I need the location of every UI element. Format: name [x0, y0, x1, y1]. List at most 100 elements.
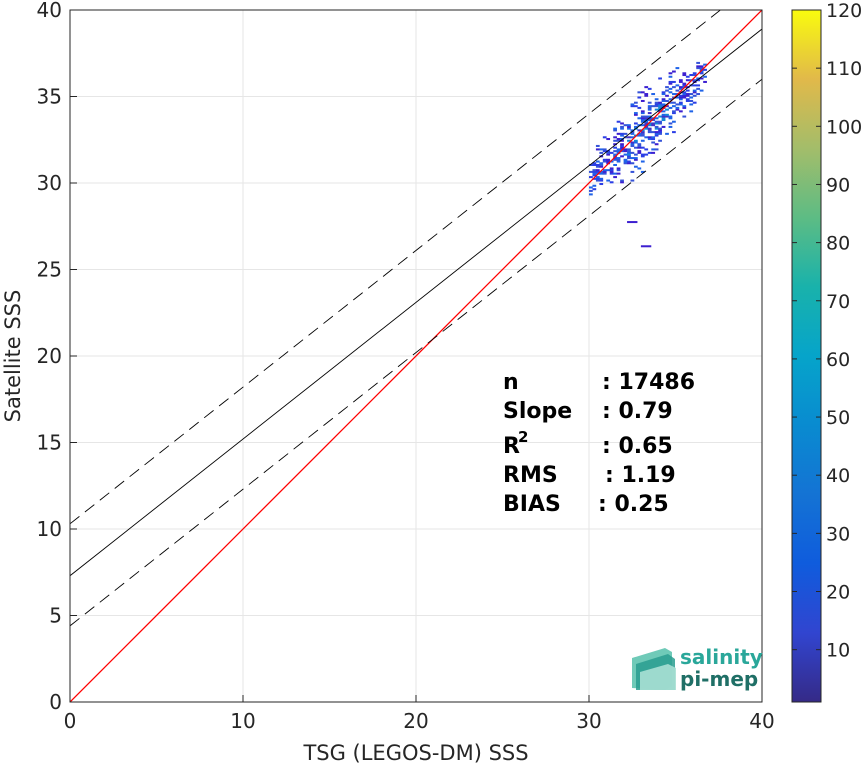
logo-text-salinity: salinity [680, 645, 763, 669]
density-cell [599, 179, 604, 182]
density-cell [633, 113, 638, 116]
density-cell [606, 138, 611, 141]
density-cell [606, 169, 611, 172]
density-cell [589, 189, 593, 192]
density-cell [668, 87, 673, 90]
density-cell [647, 138, 652, 141]
density-cell [647, 101, 652, 104]
y-tick-label: 30 [37, 171, 62, 195]
density-cell [689, 110, 694, 113]
density-cell [640, 118, 645, 122]
density-cell [627, 155, 631, 158]
density-cell [675, 89, 680, 92]
density-cell [661, 93, 666, 96]
density-cell [654, 134, 659, 137]
density-cell [633, 122, 638, 125]
density-cell [644, 94, 649, 97]
density-cell [651, 141, 656, 144]
density-cell [627, 127, 631, 130]
density-cell [637, 106, 642, 109]
density-cell [637, 151, 642, 154]
density-cell [633, 157, 638, 160]
density-cell [592, 184, 597, 187]
density-cell [689, 93, 694, 96]
density-cell [620, 132, 624, 135]
density-cell [640, 112, 645, 115]
density-cell [630, 131, 635, 134]
density-cell [661, 103, 666, 106]
density-cell [616, 169, 621, 172]
density-cell [595, 169, 600, 172]
y-tick-label: 15 [37, 431, 62, 455]
colorbar-tick-label: 50 [826, 407, 850, 429]
density-cell [658, 106, 662, 109]
density-cell [613, 139, 617, 142]
density-cell [658, 131, 662, 134]
density-cell [675, 67, 680, 70]
density-cell [602, 160, 607, 163]
density-cell [623, 132, 628, 135]
density-cell [647, 122, 652, 125]
density-cell [620, 155, 624, 158]
colorbar-ticks: 10 20 30 40 50 60 70 80 90 100 110 120 [792, 0, 862, 662]
density-cell [647, 87, 652, 90]
density-cell [630, 132, 635, 135]
density-cell [665, 132, 669, 135]
density-cell [665, 86, 669, 89]
density-cell [637, 143, 642, 146]
density-cell [692, 94, 697, 97]
density-cell [640, 160, 645, 163]
line-regression+2rms [70, 10, 722, 525]
density-cell [644, 120, 649, 123]
density-cell [623, 160, 628, 163]
density-cell [623, 150, 628, 153]
density-cell [654, 108, 659, 111]
density-cell [630, 143, 635, 146]
stats-label: Slope [503, 399, 572, 424]
density-cell [616, 167, 621, 170]
density-cell [613, 157, 617, 160]
density-cell [654, 127, 659, 130]
density-cell [658, 129, 662, 132]
density-cell [675, 84, 680, 87]
density-cell [689, 96, 694, 99]
density-cell [630, 136, 635, 139]
density-cell [685, 89, 690, 92]
density-cell [682, 106, 687, 109]
density-cell [658, 127, 662, 130]
density-cell [637, 91, 642, 94]
density-cell [623, 124, 628, 127]
density-cell [620, 139, 624, 142]
density-cell [668, 117, 673, 120]
density-cell [627, 150, 631, 153]
density-cell [658, 105, 662, 108]
density-cell [682, 91, 687, 94]
density-cell [640, 120, 645, 123]
stats-box: n: 17486 Slope: 0.79 R2: 0.65 RMS: 1.19 BIAS… [503, 370, 695, 517]
density-cell [627, 162, 631, 165]
density-cell [661, 110, 666, 113]
density-cell [675, 108, 680, 111]
density-cell [630, 105, 635, 108]
density-cell [689, 99, 694, 102]
density-cell [630, 144, 635, 147]
colorbar-tick-label: 60 [826, 349, 850, 371]
colorbar-tick-label: 120 [826, 0, 862, 22]
density-cell [599, 163, 604, 166]
fit-lines [70, 10, 762, 702]
density-cell [654, 122, 659, 125]
density-cell [609, 172, 614, 175]
density-cell [692, 101, 697, 104]
density-cell [592, 162, 597, 165]
density-cell [699, 77, 704, 80]
density-cell [644, 122, 649, 125]
density-cell [599, 151, 604, 154]
density-cell [654, 131, 659, 134]
density-cell [609, 170, 614, 173]
density-cell [609, 169, 614, 172]
density-cell [647, 131, 652, 134]
density-cell [595, 176, 600, 179]
density-cell [599, 177, 604, 180]
density-cell [595, 165, 600, 168]
